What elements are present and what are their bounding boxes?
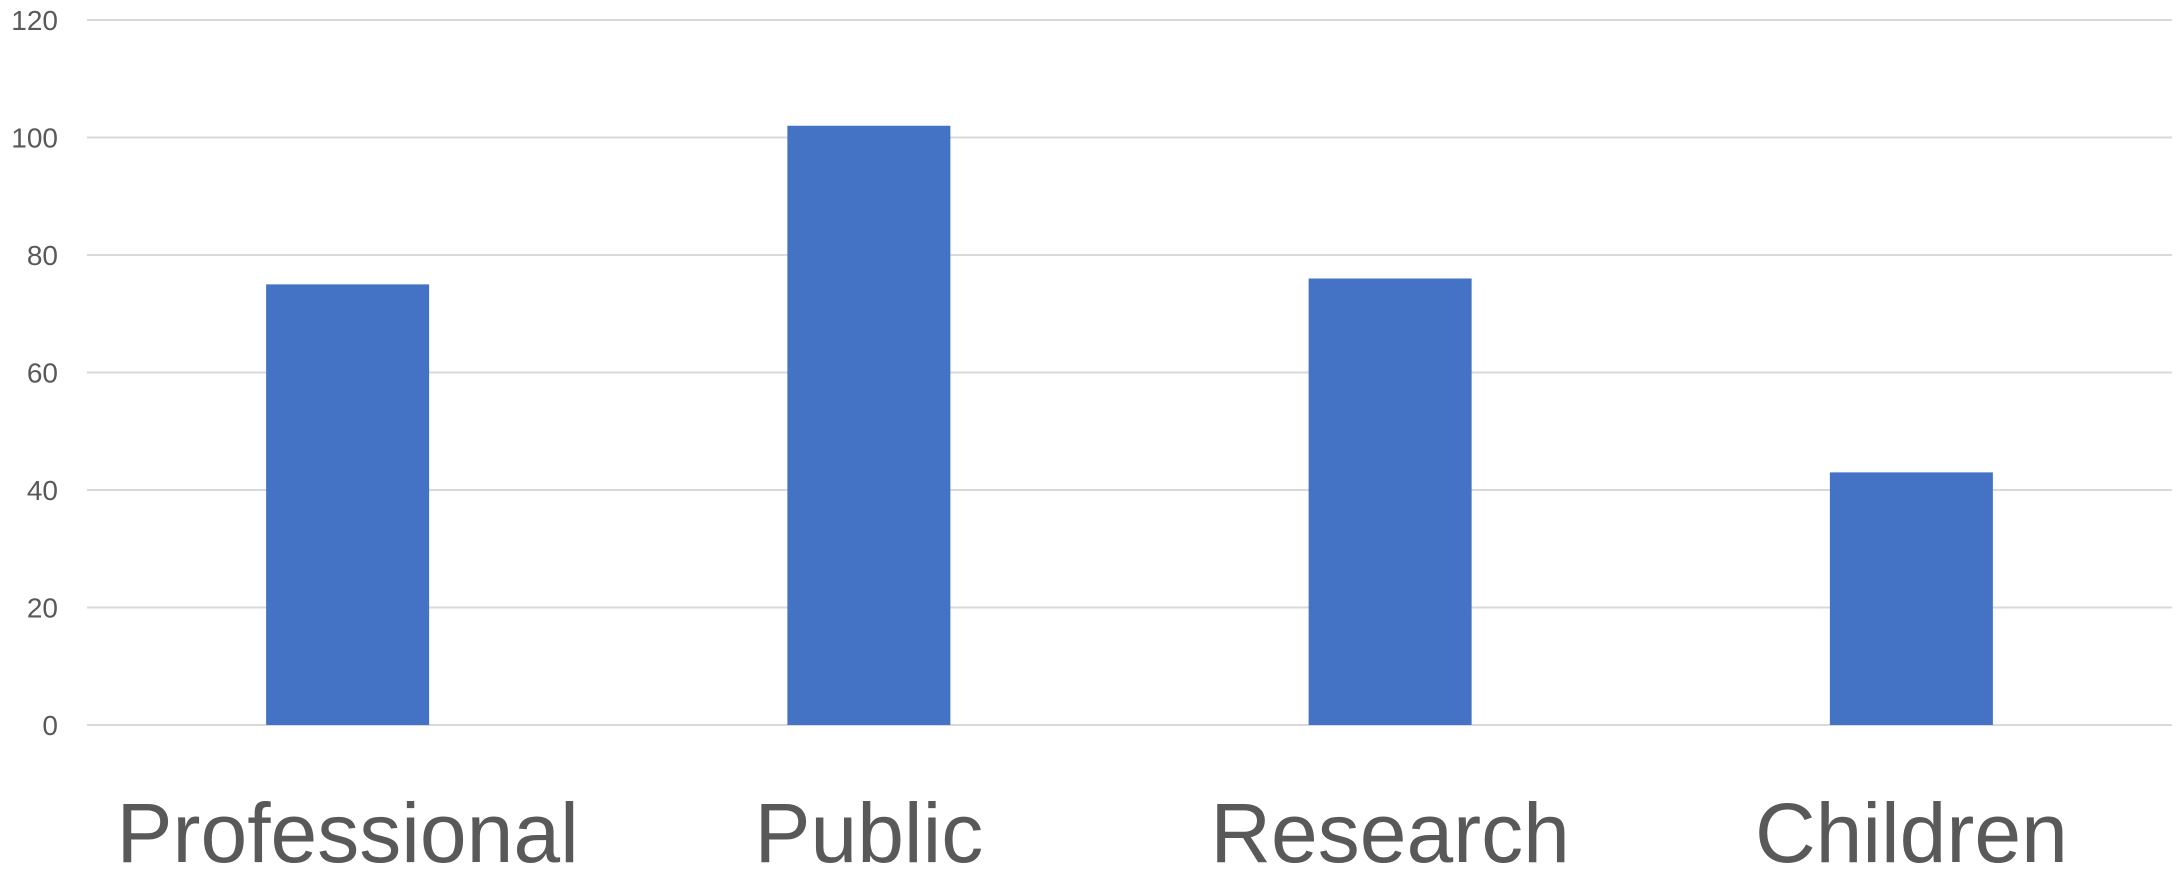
y-tick-label: 0	[42, 710, 58, 741]
y-tick-label: 100	[11, 123, 58, 154]
gridlines	[87, 19, 2172, 726]
bars	[266, 125, 1993, 725]
bar-children	[1829, 472, 1993, 725]
y-tick-label: 40	[27, 475, 58, 506]
y-tick-label: 80	[27, 240, 58, 271]
bar-professional	[266, 284, 430, 725]
x-category-label: Professional	[117, 786, 579, 879]
y-tick-label: 60	[27, 358, 58, 389]
y-tick-label: 20	[27, 593, 58, 624]
x-category-label: Research	[1210, 786, 1570, 879]
x-category-label: Public	[754, 786, 983, 879]
x-axis-category-labels: Professional Public Research Children	[117, 786, 2068, 879]
y-tick-label: 120	[11, 5, 58, 36]
y-axis-tick-labels: 0 20 40 60 80 100 120	[11, 5, 58, 741]
x-category-label: Children	[1755, 786, 2068, 879]
bar-research	[1308, 278, 1472, 725]
bar-public	[787, 125, 951, 725]
